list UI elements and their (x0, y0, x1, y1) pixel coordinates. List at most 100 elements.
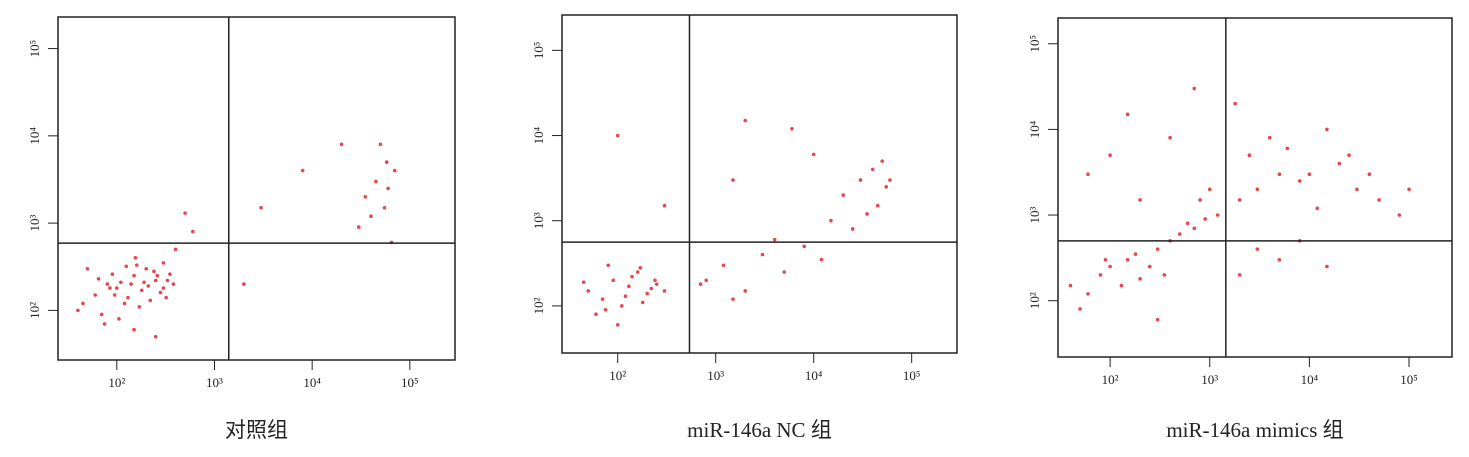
event-point (112, 293, 117, 297)
event-point (1133, 252, 1138, 256)
y-tick-label: 10² (27, 302, 42, 319)
event-point (1192, 86, 1197, 91)
event-point (638, 266, 643, 270)
event-point (606, 263, 611, 268)
event-point (653, 278, 657, 283)
event-point (183, 211, 187, 215)
plot-frame (561, 14, 958, 354)
event-point (743, 118, 748, 123)
event-point (168, 272, 172, 276)
y-tick-label: 10² (1027, 292, 1042, 309)
event-point (880, 159, 884, 163)
event-point (1078, 307, 1082, 311)
event-point (369, 214, 373, 218)
event-point (146, 284, 151, 288)
event-point (858, 178, 863, 182)
event-point (85, 266, 90, 271)
event-point (888, 178, 892, 182)
event-point (649, 286, 654, 291)
event-point (1068, 283, 1073, 288)
y-tick-label: 10² (531, 297, 546, 314)
event-point (102, 322, 107, 326)
event-point (1108, 153, 1112, 157)
event-point (76, 308, 80, 313)
event-point (1277, 172, 1282, 176)
event-point (1086, 292, 1090, 296)
event-point (870, 167, 875, 172)
x-tick-label: 10⁵ (401, 375, 419, 390)
event-point (630, 274, 634, 279)
event-point (378, 142, 383, 147)
event-point (339, 142, 344, 147)
y-tick-label: 10⁵ (27, 40, 42, 58)
x-tick-label: 10⁵ (1400, 372, 1418, 387)
event-point (1207, 187, 1212, 192)
panel: 10² 10³ 10⁴ 10⁵ 10² 10³ 10⁴ 10⁵ 对照组 (27, 16, 456, 442)
event-point (1138, 198, 1142, 202)
event-point (802, 244, 807, 249)
event-point (1237, 273, 1242, 277)
event-point (191, 229, 195, 234)
event-point (640, 300, 645, 305)
x-tick-label: 10⁴ (1301, 372, 1319, 387)
event-point (586, 289, 591, 293)
plot-frame (1057, 17, 1453, 358)
event-point (1337, 161, 1342, 166)
event-point (171, 282, 176, 286)
panel-caption: 对照组 (225, 418, 288, 442)
event-point (117, 317, 121, 321)
y-tick-label: 10³ (27, 215, 42, 232)
event-point (611, 278, 616, 283)
event-point (1162, 273, 1167, 277)
event-point (654, 282, 659, 286)
event-point (1325, 264, 1329, 269)
event-point (173, 247, 178, 252)
event-point (1267, 135, 1272, 140)
x-tick-label: 10⁴ (805, 368, 823, 383)
event-point (1125, 112, 1130, 117)
event-point (1255, 187, 1260, 192)
event-point (259, 205, 263, 210)
event-point (133, 256, 138, 260)
event-point (110, 272, 115, 276)
event-point (623, 294, 628, 298)
event-point (384, 160, 389, 164)
event-point (600, 297, 605, 301)
event-point (662, 289, 667, 293)
event-point (155, 273, 160, 278)
event-point (704, 278, 709, 283)
event-point (148, 298, 153, 303)
event-point (105, 282, 110, 286)
event-point (829, 218, 833, 223)
event-point (1198, 198, 1202, 202)
event-point (1215, 213, 1220, 217)
event-point (392, 168, 397, 173)
x-tick-label: 10³ (707, 368, 724, 383)
event-point (81, 301, 85, 306)
event-point (1237, 198, 1242, 202)
event-point (142, 280, 146, 285)
event-point (300, 168, 305, 173)
event-point (619, 304, 624, 308)
event-point (1177, 232, 1182, 236)
event-point (760, 252, 765, 257)
event-point (581, 280, 586, 284)
event-point (153, 278, 158, 283)
event-point (1355, 187, 1359, 192)
event-point (1397, 213, 1402, 217)
event-point (93, 293, 97, 297)
x-tick-label: 10⁴ (303, 375, 321, 390)
event-point (1119, 283, 1124, 288)
event-point (1086, 172, 1090, 176)
event-point (1168, 135, 1172, 140)
event-point (115, 286, 119, 290)
event-point (594, 312, 598, 316)
event-point (158, 290, 163, 295)
event-point (1277, 258, 1282, 262)
event-point (698, 282, 703, 286)
x-tick-label: 10³ (206, 375, 223, 390)
event-point (635, 270, 640, 274)
event-point (790, 126, 794, 131)
event-point (363, 195, 368, 199)
y-tick-label: 10⁴ (531, 126, 546, 144)
